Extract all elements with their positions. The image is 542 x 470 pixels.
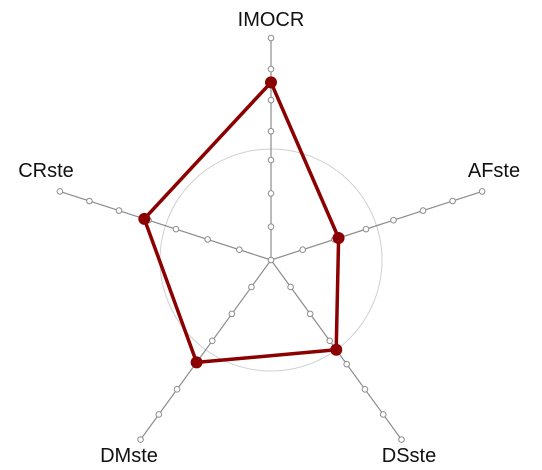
axis-tick-crste-5 [86,197,93,205]
axis-tick-crste-4 [115,207,123,214]
axis-label-dsste: DSste [382,445,436,467]
axis-tick-imocr-5 [267,65,275,73]
axis-tick-afste-6 [478,188,486,195]
axis-tick-dsste-2 [326,337,334,345]
axis-line-afste [270,190,483,261]
data-point-afste [332,232,345,245]
axis-tick-dmste-4 [173,386,181,393]
series-polygon [142,80,341,365]
axis-tick-afste-3 [390,216,397,224]
center-point [267,256,275,264]
series-layer [138,76,345,369]
axis-tick-dmste-6 [137,436,144,443]
axis-tick-dmste-2 [208,337,216,345]
axis-tick-dsste-3 [343,360,350,368]
axes-layer [56,34,486,443]
labels-layer: IMOCR AFste DSste DMste CRste [18,9,520,467]
axis-label-afste: AFste [468,160,520,182]
axis-tick-imocr-0 [267,223,275,230]
axis-tick-crste-1 [204,236,211,243]
axis-tick-dsste-1 [306,310,314,318]
axis-tick-imocr-4 [267,96,275,104]
axis-tick-afste-4 [419,207,427,214]
axis-label-crste: CRste [18,160,74,182]
axis-tick-crste-2 [172,225,180,233]
axis-tick-imocr-1 [267,190,275,197]
axis-tick-imocr-6 [267,34,275,42]
axis-tick-dsste-5 [379,411,387,418]
axis-tick-crste-0 [236,246,243,254]
axis-tick-dsste-4 [361,386,369,393]
axis-tick-afste-0 [299,246,306,254]
axis-label-imocr: IMOCR [238,9,305,31]
axis-line-crste [59,190,272,261]
axis-tick-dmste-1 [228,310,236,318]
axis-tick-imocr-3 [267,127,275,135]
axis-tick-crste-6 [56,188,64,195]
data-point-imocr [265,76,277,89]
axis-tick-dmste-5 [155,411,163,418]
axis-label-dmste: DMste [100,445,158,467]
data-point-crste [138,212,151,225]
axis-line-dmste [140,259,272,440]
axis-tick-imocr-2 [267,156,275,164]
axis-tick-dsste-6 [398,436,405,443]
data-point-dmste [190,356,203,369]
data-point-dsste [330,343,343,356]
axis-tick-dmste-0 [248,283,255,291]
axis-tick-afste-5 [449,197,456,205]
axis-tick-dsste-0 [287,283,294,291]
axis-tick-afste-2 [362,225,370,233]
